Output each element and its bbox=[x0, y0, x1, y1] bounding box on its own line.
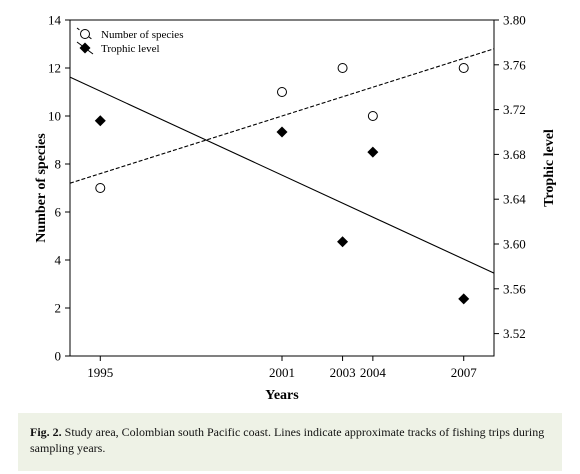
species-trend-line bbox=[69, 48, 495, 184]
left-tick-label: 10 bbox=[48, 109, 61, 124]
caption-label: Fig. 2. bbox=[30, 425, 62, 439]
x-axis: 1995 2001 2003 2004 2007 bbox=[87, 356, 477, 380]
right-tick-label: 3.80 bbox=[503, 13, 526, 28]
x-tick-label: 2003 bbox=[330, 365, 356, 380]
right-tick-label: 3.64 bbox=[503, 192, 526, 207]
right-axis: 3.52 3.56 3.60 3.64 3.68 3.72 3.76 3.80 bbox=[494, 13, 526, 341]
right-tick-label: 3.76 bbox=[503, 57, 526, 72]
caption-text: Study area, Colombian south Pacific coas… bbox=[30, 425, 545, 455]
left-tick-label: 2 bbox=[55, 301, 62, 316]
right-tick-label: 3.56 bbox=[503, 281, 526, 296]
plot-frame bbox=[69, 19, 495, 357]
species-point bbox=[458, 63, 469, 73]
trophic-trend-line bbox=[69, 76, 495, 274]
x-axis-title: Years bbox=[265, 388, 299, 403]
left-axis: 0 2 4 6 8 10 12 14 bbox=[48, 13, 70, 364]
figure-chart: 0 2 4 6 8 10 12 14 3.52 3.56 3.60 3.64 3.68 3.72 3.76… bbox=[34, 13, 557, 404]
x-tick-label: 2004 bbox=[360, 365, 387, 380]
left-tick-label: 6 bbox=[55, 205, 62, 220]
right-axis-title: Trophic level bbox=[542, 129, 557, 207]
legend-label: Trophic level bbox=[101, 43, 160, 55]
left-tick-label: 8 bbox=[55, 157, 62, 172]
species-point bbox=[277, 87, 287, 97]
left-axis-title: Number of species bbox=[34, 133, 49, 243]
right-tick-label: 3.60 bbox=[503, 237, 526, 252]
trophic-point bbox=[337, 236, 349, 248]
figure-caption: Fig. 2. Study area, Colombian south Paci… bbox=[18, 413, 562, 471]
trophic-point bbox=[367, 146, 379, 158]
chart-svg: 0 2 4 6 8 10 12 14 3.52 3.56 3.60 3.64 3.68 3.72 3.76… bbox=[34, 13, 557, 404]
species-point bbox=[367, 111, 378, 121]
trophic-point bbox=[276, 126, 288, 138]
right-tick-label: 3.52 bbox=[503, 326, 526, 341]
trophic-point bbox=[94, 115, 106, 127]
left-tick-label: 0 bbox=[55, 349, 62, 364]
left-tick-label: 12 bbox=[48, 61, 61, 76]
legend-circle-marker bbox=[80, 29, 90, 39]
right-tick-label: 3.72 bbox=[503, 102, 526, 117]
data-markers bbox=[94, 63, 470, 305]
left-tick-label: 14 bbox=[48, 13, 62, 28]
x-tick-label: 2007 bbox=[451, 365, 478, 380]
left-tick-label: 4 bbox=[55, 253, 62, 268]
species-point bbox=[95, 183, 106, 193]
x-tick-label: 1995 bbox=[87, 365, 113, 380]
x-tick-label: 2001 bbox=[269, 365, 295, 380]
trend-lines bbox=[69, 48, 495, 274]
legend-diamond-marker bbox=[79, 42, 91, 54]
right-tick-label: 3.68 bbox=[503, 147, 526, 162]
legend: Number of species Trophic level bbox=[76, 27, 183, 55]
legend-label: Number of species bbox=[101, 29, 183, 41]
species-point bbox=[337, 63, 348, 73]
trophic-point bbox=[458, 293, 470, 305]
